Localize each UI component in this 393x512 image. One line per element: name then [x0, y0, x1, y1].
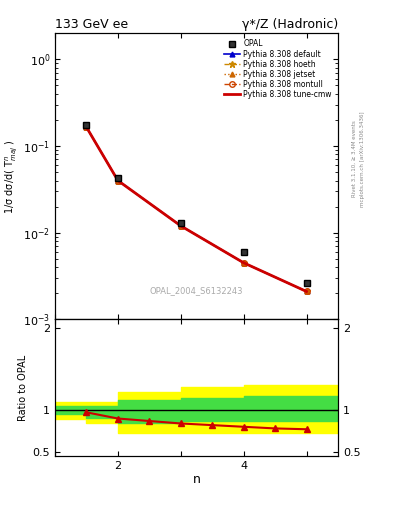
Text: Rivet 3.1.10, ≥ 3.4M events: Rivet 3.1.10, ≥ 3.4M events [352, 120, 357, 197]
X-axis label: n: n [193, 473, 200, 486]
Y-axis label: Ratio to OPAL: Ratio to OPAL [18, 354, 28, 421]
Text: γ*/Z (Hadronic): γ*/Z (Hadronic) [242, 18, 338, 31]
Text: 133 GeV ee: 133 GeV ee [55, 18, 128, 31]
Legend: OPAL, Pythia 8.308 default, Pythia 8.308 hoeth, Pythia 8.308 jetset, Pythia 8.30: OPAL, Pythia 8.308 default, Pythia 8.308… [221, 37, 334, 101]
Y-axis label: 1/σ dσ/d( T$^n_{maj}$ ): 1/σ dσ/d( T$^n_{maj}$ ) [3, 139, 19, 214]
Text: OPAL_2004_S6132243: OPAL_2004_S6132243 [150, 286, 243, 295]
Text: mcplots.cern.ch [arXiv:1306.3436]: mcplots.cern.ch [arXiv:1306.3436] [360, 111, 365, 206]
